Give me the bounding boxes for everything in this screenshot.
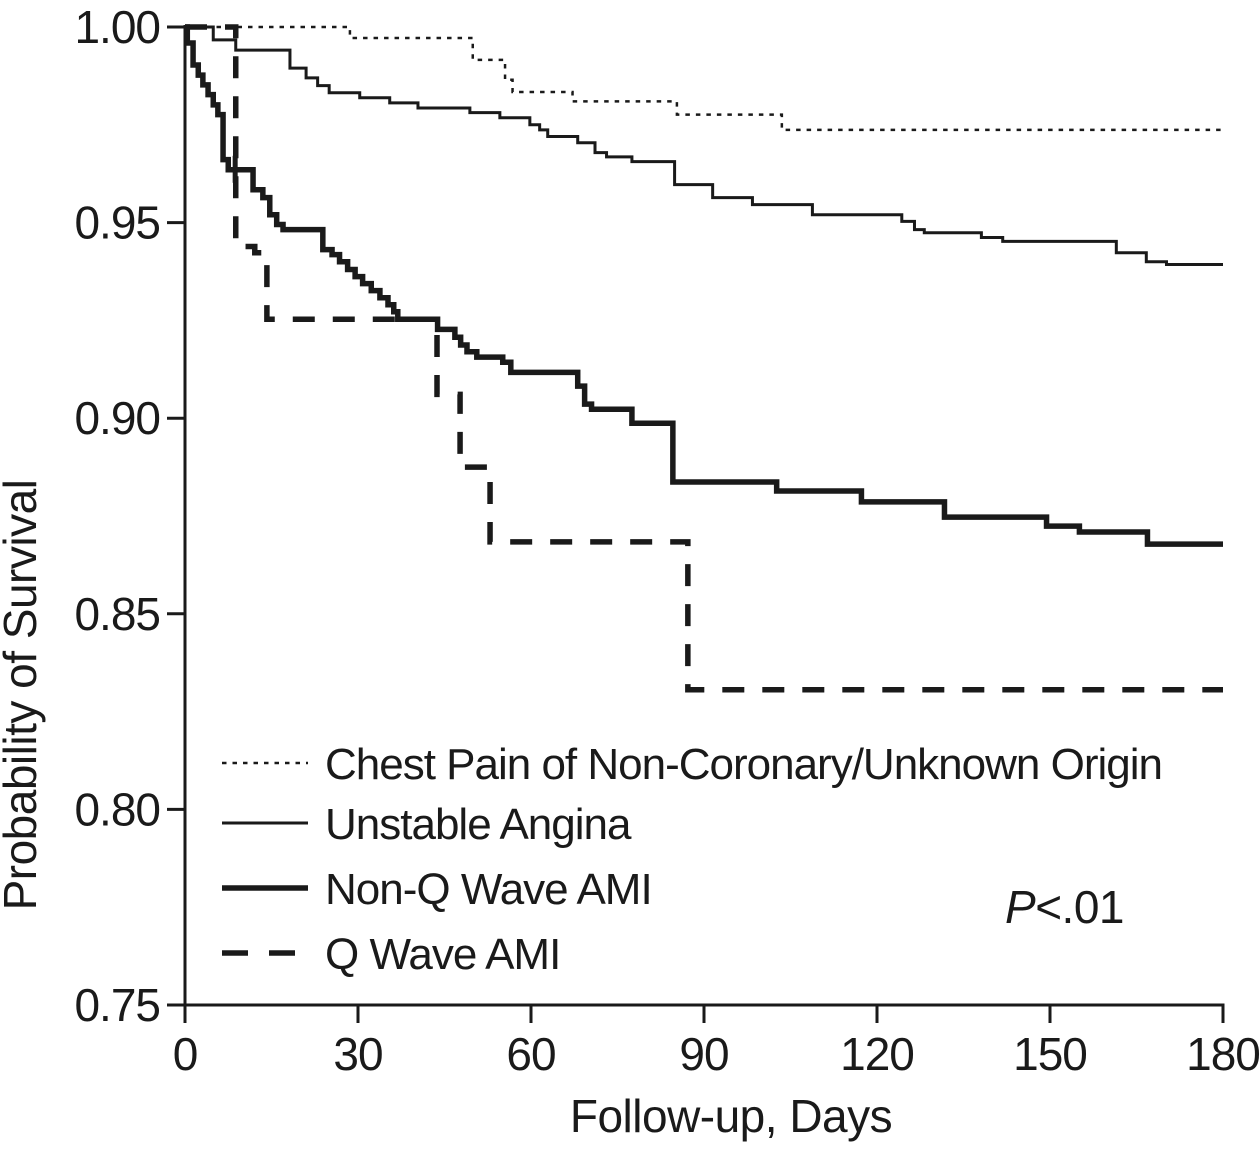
x-tick-label-90: 90	[679, 1028, 728, 1080]
x-tick-label-60: 60	[506, 1028, 555, 1080]
y-axis-title: Probability of Survival	[0, 480, 46, 911]
x-tick-label-30: 30	[333, 1028, 382, 1080]
curve-q-wave-ami	[185, 24, 1223, 693]
x-tick-label-150: 150	[1013, 1028, 1087, 1080]
x-tick-label-0: 0	[173, 1028, 198, 1080]
legend-label-unstable-angina: Unstable Angina	[325, 800, 632, 849]
p-value-annotation: P<.01	[1005, 881, 1124, 933]
legend-label-non-q-wave-ami: Non-Q Wave AMI	[325, 865, 652, 914]
curve-chest-pain-non-coronary	[185, 25, 1223, 132]
p-value-symbol: P	[1005, 881, 1036, 933]
y-tick-label-0.80: 0.80	[74, 783, 160, 835]
y-tick-label-0.90: 0.90	[74, 392, 160, 444]
x-tick-label-180: 180	[1186, 1028, 1260, 1080]
survival-curves	[184, 24, 1223, 693]
x-axis-title: Follow-up, Days	[570, 1090, 892, 1142]
legend-label-q-wave-ami: Q Wave AMI	[325, 930, 560, 979]
curve-unstable-angina	[185, 25, 1223, 266]
legend-label-chest-pain: Chest Pain of Non-Coronary/Unknown Origi…	[325, 740, 1162, 789]
curve-non-q-wave-ami	[184, 24, 1223, 547]
y-tick-label-0.95: 0.95	[74, 197, 160, 249]
y-tick-label-0.85: 0.85	[74, 588, 160, 640]
y-tick-label-0.75: 0.75	[74, 979, 160, 1031]
axes: 1.00 0.95 0.90 0.85 0.80 0.750 30 60 90 120 150 180	[74, 1, 1260, 1080]
x-tick-label-120: 120	[840, 1028, 914, 1080]
y-tick-label-1.00: 1.00	[74, 1, 160, 53]
legend: Chest Pain of Non-Coronary/Unknown Origi…	[222, 740, 1163, 979]
p-value-threshold: <.01	[1035, 881, 1124, 933]
